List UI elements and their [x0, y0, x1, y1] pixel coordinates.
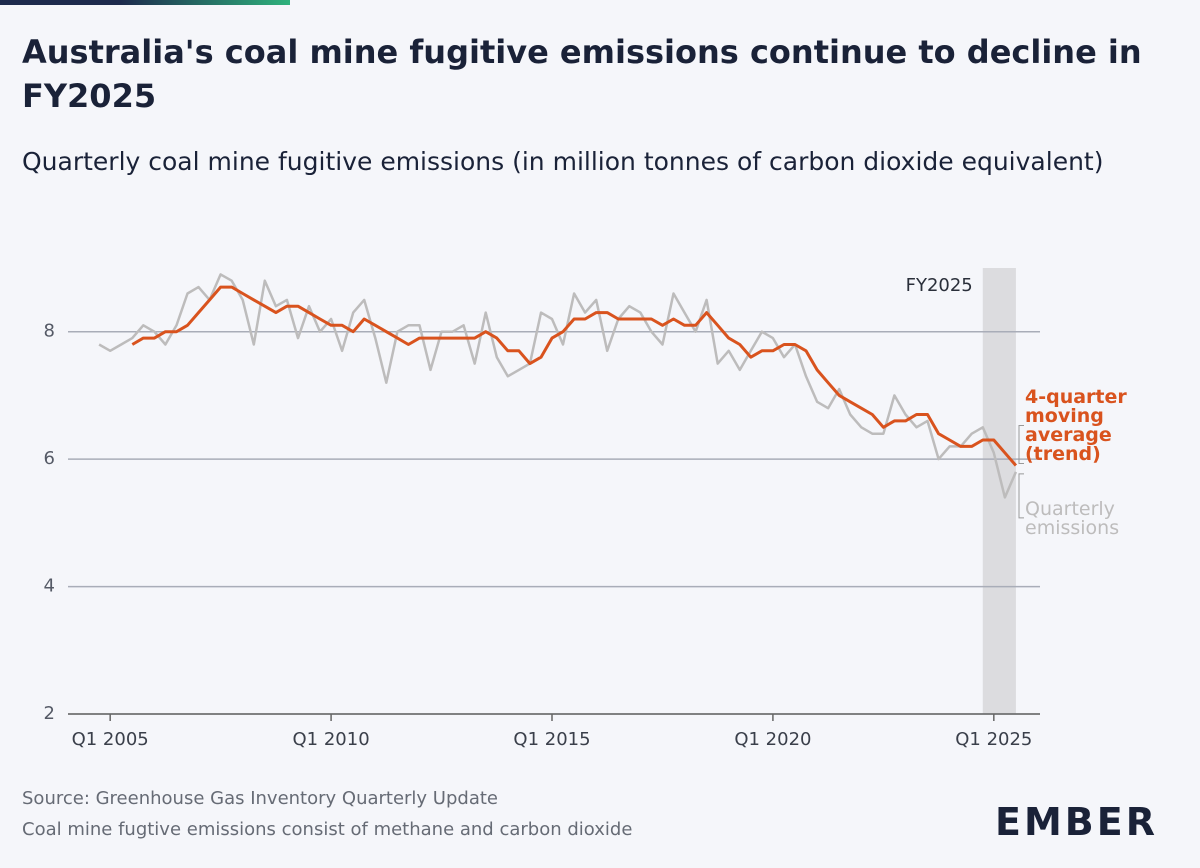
source: Source: Greenhouse Gas Inventory Quarter…: [22, 788, 498, 809]
y-tick-label: 8: [44, 321, 55, 342]
series-line: [131, 285, 1018, 467]
x-tick-label: Q1 2010: [293, 729, 370, 750]
chart-subtitle: Quarterly coal mine fugitive emissions (…: [22, 147, 1104, 176]
highlight-label: FY2025: [906, 275, 973, 296]
series-line: [98, 273, 1018, 499]
y-tick-label: 4: [44, 576, 55, 597]
y-tick-label: 2: [44, 703, 55, 724]
label-bracket: [1018, 425, 1024, 465]
brand-logo: EMBER: [995, 800, 1158, 844]
legend-label: 4-quarter moving average (trend): [1025, 385, 1127, 465]
label-bracket: [1018, 473, 1024, 519]
top-stripe: [0, 0, 290, 5]
y-tick-label: 6: [44, 448, 55, 469]
x-tick-label: Q1 2015: [513, 729, 590, 750]
chart-title: Australia's coal mine fugitive emissions…: [22, 33, 1142, 115]
note: Coal mine fugtive emissions consist of m…: [22, 819, 633, 840]
x-tick-label: Q1 2005: [72, 729, 149, 750]
legend-label: Quarterly emissions: [1025, 497, 1120, 539]
x-tick-label: Q1 2020: [734, 729, 811, 750]
highlight-band: [982, 268, 1016, 714]
x-tick-label: Q1 2025: [955, 729, 1032, 750]
